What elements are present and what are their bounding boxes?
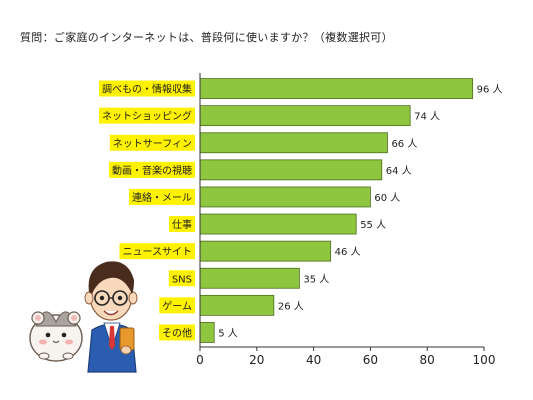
question-title: 質問：ご家庭のインターネットは、普段何に使いますか？（複数選択可） [20, 31, 393, 44]
bar [199, 322, 215, 343]
category-label-highlight [109, 134, 195, 151]
category-label-highlight [99, 107, 195, 124]
category-label: 動画・音楽の視聴 [112, 164, 192, 177]
category-label-highlight [159, 324, 195, 341]
category-label-highlight [119, 243, 195, 260]
category-label: ゲーム [162, 300, 192, 312]
category-label: その他 [162, 326, 192, 339]
category-label: ニュースサイト [123, 246, 193, 258]
x-tick-label: 80 [420, 353, 435, 367]
category-label-highlight [159, 297, 195, 314]
category-label: ネットショッピング [102, 110, 192, 123]
bar [199, 294, 275, 316]
value-label: 74 人 [414, 111, 440, 123]
bar [199, 132, 388, 154]
bar [199, 213, 357, 235]
value-label: 26 人 [278, 300, 304, 312]
category-label-highlight [129, 188, 195, 205]
bar [199, 105, 411, 127]
value-label: 64 人 [386, 165, 412, 177]
bar [199, 78, 474, 99]
value-label: 5 人 [218, 327, 238, 339]
category-label-highlight [99, 80, 195, 97]
bar [199, 186, 371, 208]
bar [199, 159, 383, 181]
category-label: ネットサーフィン [113, 138, 192, 150]
value-label: 60 人 [374, 192, 400, 204]
x-tick-label: 100 [473, 353, 496, 367]
category-label: 調べもの・情報収集 [102, 83, 192, 96]
bar [199, 267, 300, 289]
value-label: 46 人 [335, 246, 361, 258]
value-label: 66 人 [391, 138, 417, 150]
value-label: 55 人 [360, 219, 386, 231]
value-label: 96 人 [477, 84, 503, 96]
category-label-highlight [168, 270, 195, 287]
x-tick-label: 20 [249, 353, 264, 367]
category-label-highlight [169, 216, 195, 233]
category-label: 仕事 [172, 218, 192, 231]
category-label: SNS [172, 274, 192, 285]
x-tick-label: 0 [196, 353, 204, 367]
category-label: 連絡・メール [132, 191, 192, 204]
x-tick-label: 40 [306, 353, 321, 367]
x-tick-label: 60 [363, 353, 378, 367]
bar [199, 240, 332, 262]
value-label: 35 人 [303, 273, 329, 285]
category-label-highlight [109, 161, 195, 178]
